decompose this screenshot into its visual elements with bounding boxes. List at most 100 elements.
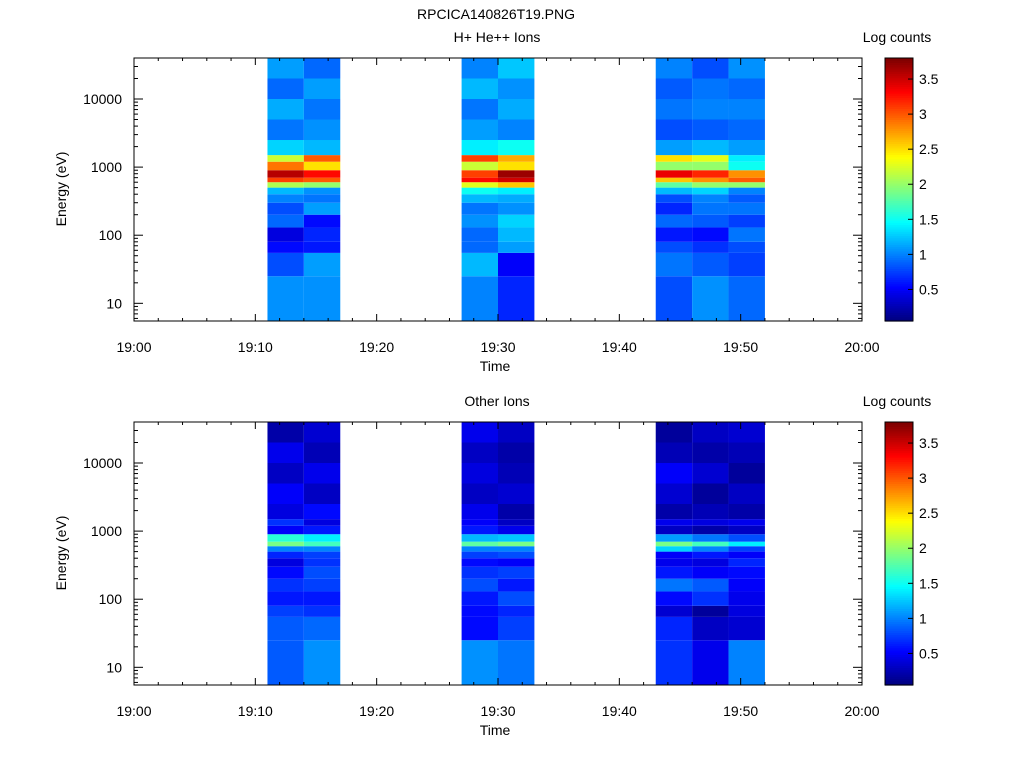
- heatmap-cell: [728, 119, 765, 141]
- heatmap-cell: [728, 591, 765, 606]
- colorbar-swatch: [885, 597, 913, 601]
- colorbar-swatch: [885, 630, 913, 633]
- colorbar-swatch: [885, 566, 913, 570]
- heatmap-cell: [303, 119, 341, 141]
- heatmap-cell: [267, 161, 304, 171]
- heatmap-cell: [498, 276, 535, 321]
- heatmap-cell: [461, 616, 498, 641]
- colorbar-swatch: [885, 623, 913, 627]
- heatmap-cells: [267, 422, 765, 685]
- x-tick-label: 19:50: [723, 703, 758, 719]
- colorbar-swatch: [885, 310, 913, 313]
- colorbar-swatch: [885, 527, 913, 530]
- heatmap-cell: [267, 483, 304, 505]
- heatmap-cell: [303, 252, 341, 277]
- colorbar-swatch: [885, 422, 913, 425]
- colorbar-swatch: [885, 634, 913, 638]
- heatmap-cell: [461, 541, 498, 547]
- heatmap-cell: [267, 591, 304, 606]
- colorbar-swatch: [885, 437, 913, 441]
- heatmap-cell: [498, 187, 535, 195]
- colorbar-swatch: [885, 562, 913, 566]
- colorbar-swatch: [885, 288, 913, 291]
- colorbar-swatch: [885, 134, 913, 138]
- colorbar-swatch: [885, 106, 913, 110]
- heatmap-cell: [498, 241, 535, 253]
- colorbar-swatch: [885, 608, 913, 612]
- heatmap-cell: [692, 519, 729, 526]
- colorbar-swatch: [885, 461, 913, 465]
- heatmap-cell: [498, 170, 535, 178]
- heatmap-cell: [498, 605, 535, 617]
- heatmap-cell: [461, 182, 498, 188]
- colorbar-swatch: [885, 58, 913, 61]
- heatmap-cell: [267, 558, 304, 567]
- colorbar-swatch: [885, 180, 913, 184]
- heatmap-cell: [728, 276, 765, 321]
- heatmap-cell: [655, 566, 693, 579]
- colorbar-swatch: [885, 283, 913, 287]
- heatmap-cell: [303, 504, 341, 520]
- colorbar-swatch: [885, 448, 913, 452]
- heatmap-cell: [692, 591, 729, 606]
- colorbar-swatch: [885, 450, 913, 454]
- heatmap-cell: [498, 422, 535, 443]
- heatmap-cell: [303, 140, 341, 156]
- heatmap-cell: [461, 214, 498, 228]
- heatmap-cell: [461, 605, 498, 617]
- heatmap-cell: [655, 546, 693, 552]
- colorbar-swatch: [885, 538, 913, 541]
- heatmap-cell: [728, 182, 765, 188]
- colorbar-swatch: [885, 446, 913, 449]
- heatmap-cell: [728, 58, 765, 79]
- colorbar-swatch: [885, 612, 913, 616]
- heatmap-cell: [728, 519, 765, 526]
- colorbar-swatch: [885, 535, 913, 539]
- colorbar-swatch: [885, 213, 913, 217]
- colorbar-swatch: [885, 123, 913, 127]
- colorbar-swatch: [885, 588, 913, 592]
- heatmap-cell: [498, 182, 535, 188]
- colorbar-swatch: [885, 277, 913, 280]
- colorbar-swatch: [885, 568, 913, 572]
- colorbar-swatch: [885, 481, 913, 484]
- colorbar-swatch: [885, 549, 913, 552]
- colorbar-swatch: [885, 494, 913, 498]
- heatmap-cell: [267, 227, 304, 242]
- colorbar-tick-label: 1: [919, 610, 927, 626]
- heatmap-cell: [498, 519, 535, 526]
- heatmap-cell: [498, 155, 535, 162]
- colorbar-tick-label: 3.5: [919, 435, 939, 451]
- heatmap-cell: [303, 605, 341, 617]
- colorbar-swatch: [885, 522, 913, 526]
- colorbar-swatch: [885, 463, 913, 467]
- x-tick-label: 19:30: [480, 703, 515, 719]
- heatmap-cell: [692, 422, 729, 443]
- heatmap-cell: [692, 155, 729, 162]
- heatmap-cell: [267, 463, 304, 484]
- heatmap-cell: [461, 463, 498, 484]
- heatmap-cell: [655, 78, 693, 100]
- colorbar-swatch: [885, 228, 913, 232]
- heatmap-cell: [267, 252, 304, 277]
- colorbar-swatch: [885, 430, 913, 434]
- colorbar-swatch: [885, 557, 913, 561]
- heatmap-cell: [728, 442, 765, 464]
- heatmap-cell: [692, 483, 729, 505]
- colorbar-frame: [884, 57, 914, 322]
- heatmap-cell: [461, 578, 498, 592]
- colorbar-tick-label: 2: [919, 540, 927, 556]
- heatmap-cell: [692, 161, 729, 171]
- heatmap-cell: [303, 78, 341, 100]
- heatmap-cell: [728, 525, 765, 535]
- heatmap-cell: [267, 119, 304, 141]
- heatmap-cell: [303, 616, 341, 641]
- heatmap-cell: [303, 276, 341, 321]
- colorbar-swatch: [885, 643, 913, 647]
- heatmap-cell: [728, 227, 765, 242]
- heatmap-cell: [655, 58, 693, 79]
- colorbar-swatch: [885, 452, 913, 456]
- colorbar-swatch: [885, 676, 913, 680]
- colorbar-swatch: [885, 200, 913, 204]
- colorbar-swatch: [885, 270, 913, 274]
